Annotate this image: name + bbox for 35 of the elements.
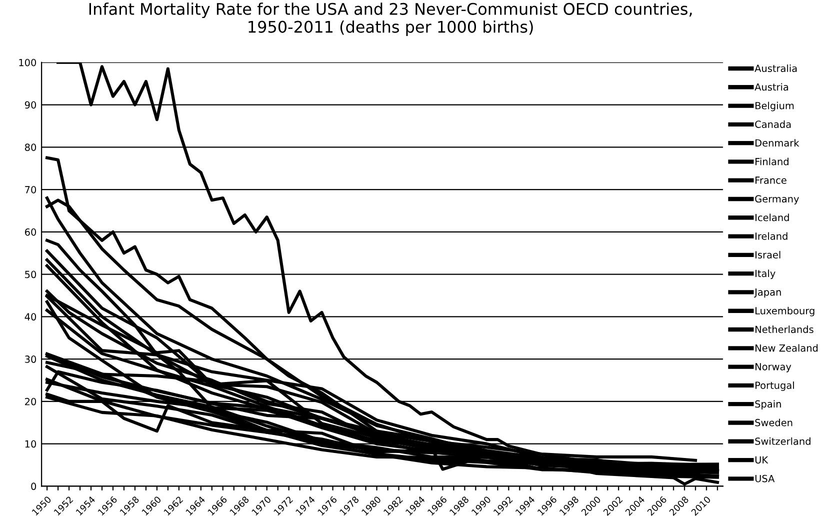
legend-label: Iceland — [756, 214, 789, 222]
legend-label: Belgium — [756, 102, 794, 112]
legend-label: Spain — [755, 400, 781, 410]
y-tick-label: 50 — [25, 270, 36, 278]
legend-label: Sweden — [755, 418, 792, 426]
legend-label: Norway — [756, 363, 792, 372]
legend-label: Germany — [755, 195, 799, 204]
chart-title: Infant Mortality Rate for the USA and 23 Never-Communist OECD countries, 1950-2011 (deaths per 1000 births) — [89, 2, 692, 36]
legend-label: USA — [755, 474, 775, 482]
legend-label: Luxembourg — [756, 306, 814, 316]
legend-label: France — [756, 176, 786, 184]
legend-label: Israel — [756, 250, 780, 258]
y-tick-label: 30 — [25, 356, 36, 363]
legend-label: Ireland — [756, 232, 788, 240]
y-tick-label: 0 — [31, 482, 36, 490]
legend-label: Canada — [755, 120, 791, 128]
y-tick-label: 90 — [24, 101, 36, 109]
legend-label: Australia — [754, 64, 797, 72]
legend-label: New Zealand — [756, 344, 818, 352]
y-tick-label: 10 — [25, 440, 36, 448]
legend-label: Italy — [756, 270, 776, 280]
legend-label: Denmark — [756, 139, 800, 147]
legend-label: Japan — [754, 288, 781, 298]
y-tick-label: 70 — [25, 186, 36, 194]
legend-label: UK — [755, 456, 768, 464]
y-tick-label: 80 — [24, 144, 36, 151]
y-tick-label: 100 — [19, 58, 36, 66]
y-tick-label: 60 — [24, 228, 36, 236]
legend-label: Switzerland — [755, 437, 810, 445]
legend-label: Austria — [754, 83, 788, 91]
y-tick-label: 20 — [25, 398, 36, 406]
legend-label: Portugal — [756, 381, 794, 391]
y-tick-label: 40 — [24, 313, 36, 321]
legend-label: Netherlands — [756, 326, 814, 334]
legend-label: Finland — [756, 158, 788, 166]
